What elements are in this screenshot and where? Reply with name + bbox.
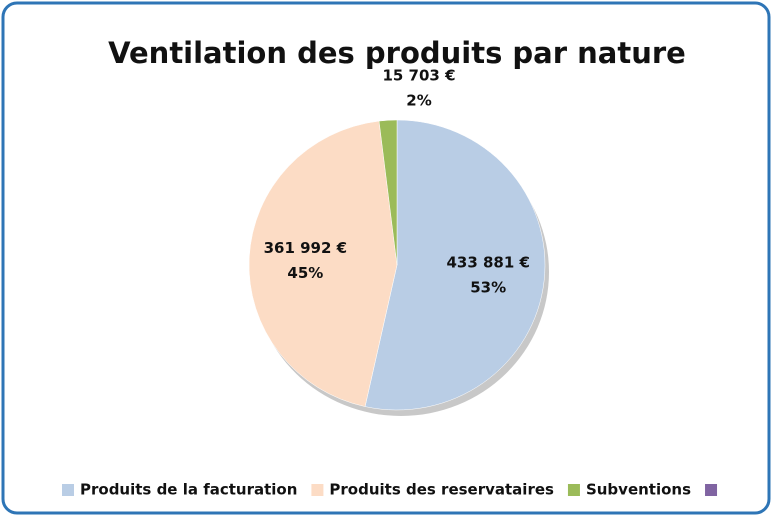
legend-swatch [705, 484, 718, 496]
legend-label: Subventions [586, 481, 691, 499]
legend-swatch [567, 484, 580, 496]
data-label: 2% [406, 92, 431, 110]
chart-title: Ventilation des produits par nature [108, 36, 686, 70]
legend-swatch [62, 484, 74, 496]
data-label: 53% [470, 278, 506, 296]
pie-slice [364, 119, 546, 411]
data-label: 361 992 € [264, 239, 348, 257]
legend-label: Produits des reservataires [329, 481, 554, 499]
data-label: 433 881 € [446, 253, 530, 271]
legend-swatch [311, 484, 324, 496]
pie-slice [248, 120, 398, 407]
legend-label: Produits de la facturation [80, 481, 297, 499]
pie-slice [378, 119, 398, 266]
data-label: 45% [287, 264, 323, 282]
data-label: 15 703 € [382, 67, 455, 85]
